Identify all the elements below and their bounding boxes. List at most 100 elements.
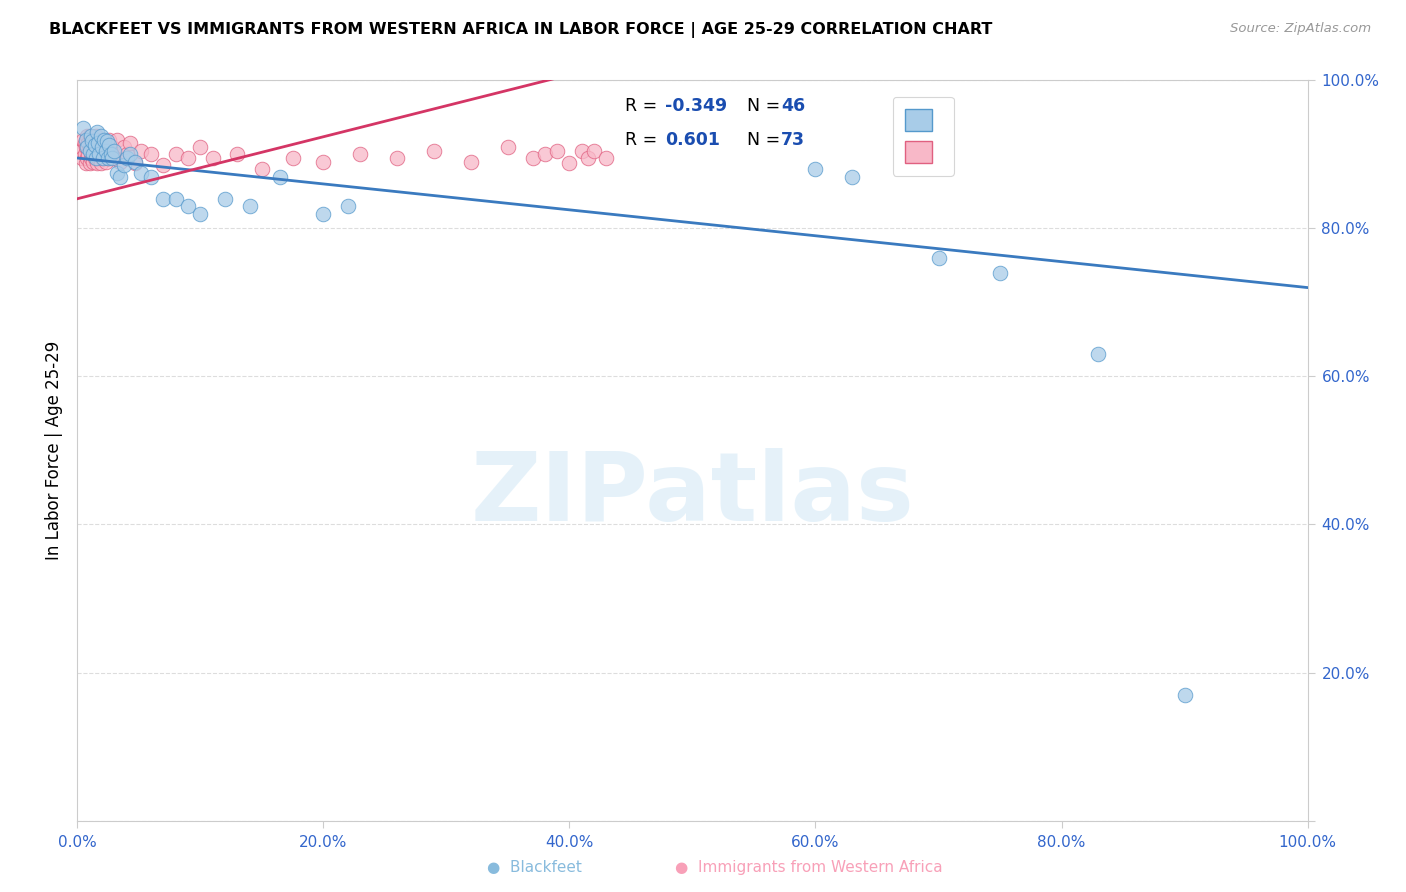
Point — [110, 169, 132, 184]
Point — [90, 140, 114, 154]
Text: ●  Immigrants from Western Africa: ● Immigrants from Western Africa — [675, 861, 942, 875]
Point — [100, 147, 122, 161]
Point — [86, 138, 108, 153]
Point — [80, 151, 103, 165]
Point — [91, 151, 114, 165]
Point — [496, 140, 519, 154]
Point — [177, 151, 200, 165]
Point — [101, 140, 124, 154]
Point — [165, 147, 187, 161]
Point — [124, 154, 146, 169]
Point — [94, 144, 117, 158]
Point — [75, 132, 97, 146]
Point — [250, 162, 273, 177]
Point — [87, 151, 110, 165]
Point — [76, 128, 98, 143]
Point — [129, 144, 153, 158]
Point — [83, 151, 105, 165]
Y-axis label: In Labor Force | Age 25-29: In Labor Force | Age 25-29 — [45, 341, 63, 560]
Text: R =: R = — [624, 97, 662, 115]
Point — [1087, 347, 1109, 361]
Text: N =: N = — [735, 97, 786, 115]
Point — [82, 134, 104, 148]
Point — [110, 154, 132, 169]
Text: Source: ZipAtlas.com: Source: ZipAtlas.com — [1230, 22, 1371, 36]
Point — [988, 266, 1011, 280]
Point — [423, 144, 446, 158]
Point — [79, 156, 101, 170]
Point — [534, 147, 557, 161]
Text: ZIPatlas: ZIPatlas — [471, 449, 914, 541]
Point — [101, 151, 124, 165]
Point — [97, 151, 120, 165]
Point — [165, 192, 187, 206]
Point — [129, 166, 153, 180]
Point — [89, 147, 111, 161]
Point — [120, 136, 142, 151]
Point — [188, 206, 212, 220]
Point — [349, 147, 371, 161]
Point — [87, 132, 110, 146]
Point — [89, 136, 111, 151]
Point — [188, 140, 212, 154]
Text: R =: R = — [624, 130, 668, 148]
Point — [76, 151, 98, 165]
Point — [98, 132, 121, 146]
Point — [70, 144, 93, 158]
Point — [83, 136, 105, 151]
Point — [93, 136, 115, 151]
Point — [87, 136, 110, 151]
Point — [115, 147, 138, 161]
Point — [77, 136, 100, 151]
Point — [460, 154, 482, 169]
Point — [73, 136, 96, 151]
Text: BLACKFEET VS IMMIGRANTS FROM WESTERN AFRICA IN LABOR FORCE | AGE 25-29 CORRELATI: BLACKFEET VS IMMIGRANTS FROM WESTERN AFR… — [49, 22, 993, 38]
Point — [112, 158, 135, 172]
Point — [141, 169, 163, 184]
Point — [214, 192, 236, 206]
Point — [177, 199, 200, 213]
Point — [105, 132, 128, 146]
Point — [152, 192, 174, 206]
Text: -0.349: -0.349 — [665, 97, 727, 115]
Point — [226, 147, 249, 161]
Point — [522, 151, 544, 165]
Point — [141, 147, 163, 161]
Point — [385, 151, 409, 165]
Point — [79, 140, 101, 154]
Text: 46: 46 — [782, 97, 806, 115]
Point — [558, 156, 581, 170]
Text: N =: N = — [735, 130, 786, 148]
Point — [105, 166, 128, 180]
Point — [103, 144, 125, 158]
Point — [82, 147, 104, 161]
Point — [90, 151, 114, 165]
Point — [90, 132, 114, 146]
Point — [82, 132, 104, 146]
Point — [90, 156, 112, 170]
Point — [804, 162, 827, 177]
Point — [75, 156, 97, 170]
Point — [583, 144, 606, 158]
Point — [928, 251, 950, 265]
Point — [72, 132, 94, 146]
Point — [86, 125, 108, 139]
Point — [1174, 688, 1197, 702]
Point — [77, 147, 100, 161]
Point — [841, 169, 863, 184]
Point — [86, 156, 108, 170]
Point — [84, 128, 107, 143]
Text: 73: 73 — [782, 130, 806, 148]
Point — [201, 151, 224, 165]
Point — [84, 147, 107, 161]
Legend: , : , — [893, 96, 955, 176]
Point — [75, 140, 97, 154]
Point — [73, 147, 96, 161]
Point — [72, 121, 94, 136]
Point — [312, 206, 335, 220]
Point — [97, 151, 120, 165]
Point — [93, 132, 115, 146]
Point — [90, 128, 112, 143]
Point — [337, 199, 360, 213]
Point — [76, 140, 98, 154]
